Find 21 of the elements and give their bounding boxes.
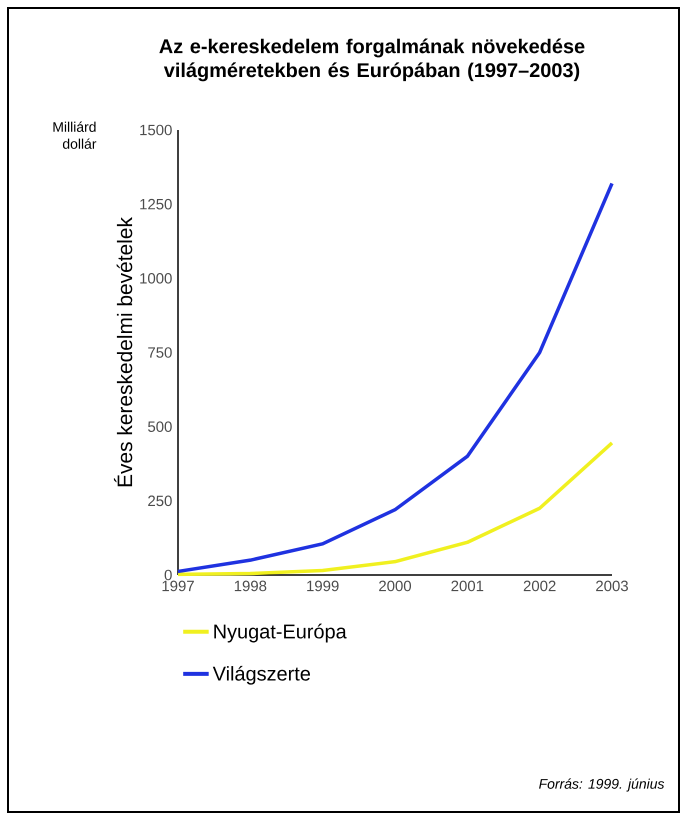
line-series: [176, 182, 614, 574]
x-tick-label: 2002: [524, 580, 556, 592]
legend-label: Nyugat-Európa: [214, 624, 347, 642]
y-tick-label: 1250: [140, 198, 172, 210]
y-tick-label: 750: [148, 347, 172, 358]
y-tick-label: 1500: [140, 124, 172, 136]
x-tick-label: 2001: [451, 580, 484, 592]
text: Milliárd dollár: [53, 122, 96, 149]
y-tick-label: 500: [148, 421, 172, 432]
legend-label: Világszerte: [212, 666, 310, 685]
x-tick-label: 2000: [379, 580, 412, 592]
chart-title: Az e-kereskedelem forgalmának növekedése világméretekben és Európában (1997–2003): [159, 38, 584, 82]
y-tick-label: 0: [164, 570, 172, 580]
x-tick-label: 2003: [596, 580, 628, 592]
y-tick-label: 250: [148, 496, 172, 506]
x-tick-label: 1998: [234, 580, 266, 592]
text: Forrás: 1999. június: [539, 778, 664, 792]
y-axis-title: Éves kereskedelmi bevételek: [114, 217, 132, 486]
x-tick-label: 1997: [162, 580, 194, 592]
y-tick-label: 1000: [140, 273, 172, 284]
x-tick-label: 1999: [307, 580, 339, 592]
